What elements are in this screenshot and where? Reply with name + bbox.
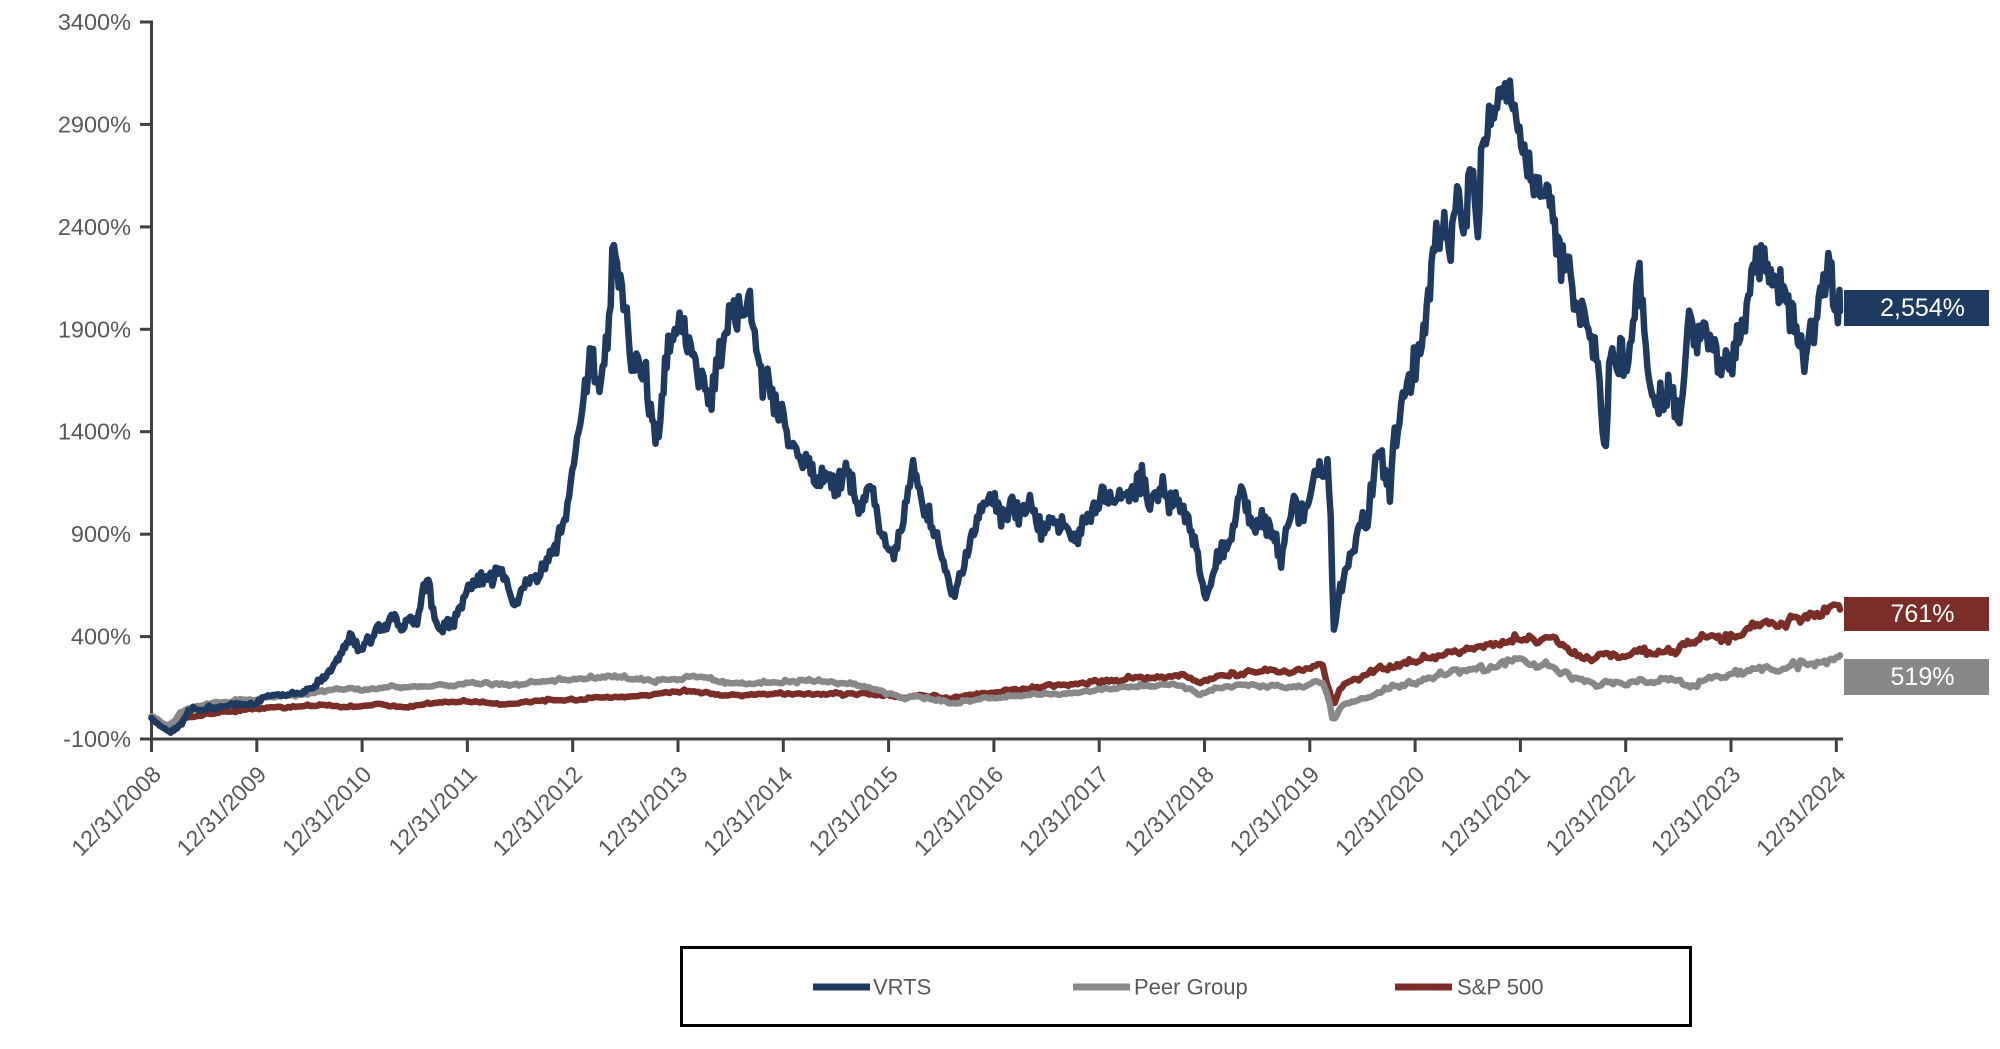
svg-text:761%: 761% — [1891, 600, 1955, 628]
svg-text:1400%: 1400% — [58, 419, 131, 445]
svg-text:3400%: 3400% — [58, 9, 131, 35]
svg-text:Peer Group: Peer Group — [1134, 975, 1248, 1000]
svg-text:2,554%: 2,554% — [1880, 294, 1965, 322]
svg-text:400%: 400% — [71, 624, 131, 650]
svg-text:2900%: 2900% — [58, 111, 131, 137]
svg-text:1900%: 1900% — [58, 316, 131, 342]
svg-text:900%: 900% — [71, 521, 131, 547]
svg-text:-100%: -100% — [63, 726, 131, 752]
svg-text:S&P 500: S&P 500 — [1457, 975, 1543, 1000]
svg-text:2400%: 2400% — [58, 214, 131, 240]
svg-text:519%: 519% — [1891, 663, 1955, 691]
svg-text:VRTS: VRTS — [873, 975, 931, 1000]
